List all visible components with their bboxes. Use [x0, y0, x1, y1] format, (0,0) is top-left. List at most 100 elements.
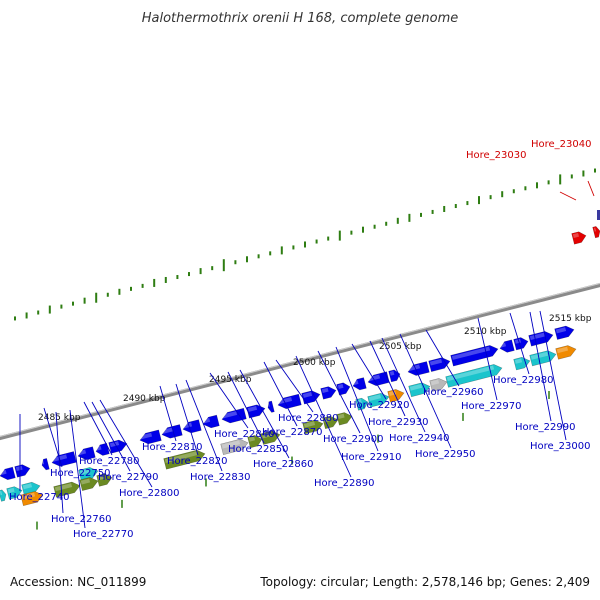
gene-label[interactable]: Hore_22900	[323, 434, 384, 445]
gene-label[interactable]: Hore_22760	[51, 514, 112, 525]
gene-label[interactable]: Hore_22800	[119, 488, 180, 499]
gene-label[interactable]: Hore_22990	[515, 422, 576, 433]
gene-label[interactable]: Hore_22940	[389, 433, 450, 444]
gene-label[interactable]: Hore_22870	[262, 427, 323, 438]
gene-label[interactable]: Hore_22850	[228, 444, 289, 455]
gc-skew-mark	[130, 286, 132, 291]
cds-blue-feature	[450, 345, 499, 367]
gene-label[interactable]: Hore_22770	[73, 529, 134, 540]
gc-skew-mark	[95, 292, 98, 303]
cds-blue-feature	[182, 419, 202, 434]
genome-backbone	[0, 282, 600, 441]
gene-label[interactable]: Hore_23000	[530, 441, 591, 452]
gc-skew-mark	[524, 186, 527, 191]
cds-blue-feature	[388, 369, 401, 383]
gc-skew-mark	[327, 236, 330, 241]
backbone-highlight	[0, 282, 600, 438]
leader-line	[425, 329, 460, 387]
gc-skew-mark	[338, 230, 341, 241]
leader-line	[55, 411, 64, 514]
gene-label[interactable]: Hore_22750	[50, 468, 111, 479]
cds-cyan-feature	[21, 481, 41, 496]
gc-skew-mark	[292, 245, 295, 250]
leader-line	[159, 385, 177, 442]
leader-line	[175, 383, 199, 456]
gene-label[interactable]: Hore_22970	[461, 401, 522, 412]
gc-skew-mark	[512, 189, 515, 194]
gc-skew-mark	[362, 226, 364, 233]
cds-blue-feature	[407, 361, 430, 376]
cds-gray-feature	[429, 378, 448, 392]
gene-label[interactable]: Hore_22890	[314, 478, 375, 489]
cds-olive-feature	[79, 477, 99, 491]
cds-olive-feature	[336, 412, 353, 426]
cds-blue-feature	[139, 429, 162, 445]
gene-label[interactable]: Hore_22830	[190, 472, 251, 483]
gene-label[interactable]: Hore_22740	[9, 492, 70, 503]
cds-olive-feature	[260, 430, 281, 445]
gc-skew-mark	[176, 275, 179, 280]
gene-label[interactable]: Hore_22790	[98, 472, 159, 483]
gc-skew-mark	[570, 174, 573, 179]
leader-line	[239, 369, 290, 459]
gc-skew-mark	[188, 272, 190, 277]
leader-line	[209, 372, 249, 429]
gc-skew-mark	[234, 260, 237, 265]
cds-cyan-feature	[6, 486, 23, 500]
cds-blue-feature	[108, 439, 128, 454]
gene-labels: Hore_22740 Hore_22750 Hore_22760 Hore_22770…	[9, 139, 592, 540]
cds-blue-feature	[277, 393, 302, 409]
gc-skew-mark	[489, 195, 492, 200]
gc-skew-mark	[118, 288, 121, 295]
leader-line	[529, 311, 552, 422]
cds-blue-feature	[202, 414, 220, 429]
gene-label[interactable]: Hore_22880	[278, 413, 339, 424]
backbone-line	[0, 282, 600, 441]
gc-skew-mark	[315, 239, 318, 244]
leader-line	[477, 317, 498, 401]
cds-blue-feature	[221, 407, 247, 424]
gc-skew-mark	[466, 201, 469, 206]
gene-label[interactable]: Hore_22960	[423, 387, 484, 398]
gc-skew-mark	[199, 268, 202, 275]
gc-skew-mark	[431, 209, 434, 214]
gc-skew-mark	[269, 251, 272, 256]
genome-summary-text: Topology: circular; Length: 2,578,146 bp…	[259, 575, 590, 589]
gene-label[interactable]: Hore_22930	[368, 417, 429, 428]
leader-line	[317, 350, 361, 434]
edge-feature	[597, 210, 600, 220]
cds-cyan-feature	[445, 364, 503, 388]
gene-label[interactable]: Hore_22780	[79, 456, 140, 467]
gene-label[interactable]: Hore_22810	[142, 442, 203, 453]
leader-line	[69, 409, 86, 529]
leader-line	[185, 379, 223, 472]
gc-skew-mark	[211, 266, 214, 271]
gene-label[interactable]: Hore_22950	[415, 449, 476, 460]
gene-label[interactable]: Hore_22910	[341, 452, 402, 463]
cds-olive-feature	[163, 449, 206, 470]
leader-line	[275, 359, 314, 413]
scale-tick-label: 2485 kbp	[38, 413, 81, 423]
cds-gray-feature	[220, 438, 249, 456]
gene-label[interactable]: Hore_23030	[466, 150, 527, 161]
gc-skew-mark	[478, 196, 480, 205]
leader-line	[91, 401, 131, 472]
gene-label[interactable]: Hore_22840	[214, 429, 275, 440]
cds-cyan-feature	[355, 397, 369, 411]
gene-label[interactable]: Hore_22860	[253, 459, 314, 470]
gene-label[interactable]: Hore_22920	[349, 400, 410, 411]
gc-skew-mark	[246, 256, 248, 263]
cds-olive-feature	[96, 473, 113, 487]
gene-label[interactable]: Hore_22820	[167, 456, 228, 467]
gc-skew-mark	[373, 224, 376, 229]
scale-tick-label: 2510 kbp	[464, 327, 507, 337]
leader-line	[295, 355, 352, 478]
gc-skew-mark	[48, 305, 51, 314]
map-title: Halothermothrix orenii H 168, complete g…	[142, 11, 459, 26]
gene-label[interactable]: Hore_23040	[531, 139, 592, 150]
gc-skew-mark	[14, 316, 16, 321]
gene-label[interactable]: Hore_22980	[493, 375, 554, 386]
gc-skew-mark	[106, 292, 109, 297]
gc-skew-mark	[536, 182, 538, 189]
